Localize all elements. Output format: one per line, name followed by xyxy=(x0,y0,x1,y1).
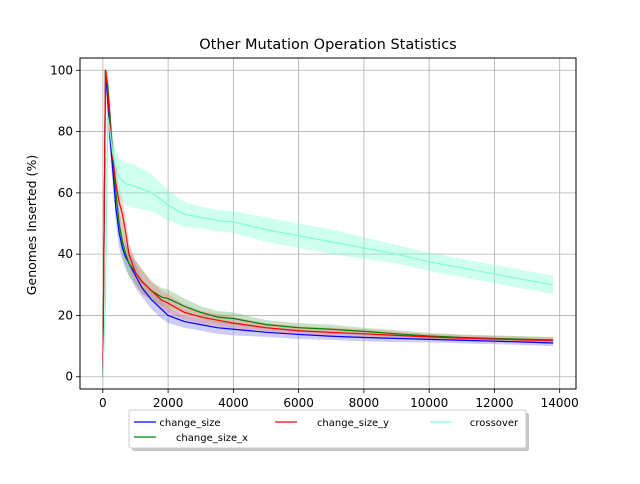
legend-label-change_size: change_size xyxy=(159,418,220,429)
band-layer xyxy=(102,70,554,377)
line-layer xyxy=(102,69,554,377)
x-tick-label: 0 xyxy=(99,396,107,410)
series-line-crossover xyxy=(102,115,554,377)
plot-frame xyxy=(79,57,577,390)
legend-frame xyxy=(128,409,527,449)
grid-layer xyxy=(80,58,576,389)
y-tick-label: 20 xyxy=(58,308,73,322)
series-band-crossover xyxy=(102,97,554,377)
y-tick-label: 100 xyxy=(50,63,73,77)
y-tick-label: 0 xyxy=(65,370,73,384)
legend-items: change_size change_size_x change_size_y cro… xyxy=(134,418,519,444)
x-tick-label: 12000 xyxy=(475,396,513,410)
y-tick-label: 80 xyxy=(58,125,73,139)
y-tick-label: 40 xyxy=(58,247,73,261)
y-tick-label: 60 xyxy=(58,186,73,200)
series-line-change_size_x xyxy=(102,69,554,377)
tick-layer: 0 2000 4000 6000 8000 10000 12000 14000 0 20 40 60 8… xyxy=(50,63,579,410)
series-line-change_size xyxy=(102,69,554,377)
x-tick-label: 14000 xyxy=(541,396,579,410)
y-axis-label: Genomes Inserted (%) xyxy=(24,155,39,295)
series-band-change_size_y xyxy=(102,70,554,377)
legend-label-change_size_y: change_size_y xyxy=(317,418,389,429)
legend-label-crossover: crossover xyxy=(470,418,519,429)
x-tick-label: 10000 xyxy=(410,396,448,410)
series-line-change_size_y xyxy=(102,69,554,377)
x-tick-label: 4000 xyxy=(218,396,249,410)
x-tick-label: 8000 xyxy=(349,396,380,410)
legend: change_size change_size_x change_size_y cro… xyxy=(128,409,529,451)
chart-title: Other Mutation Operation Statistics xyxy=(199,37,457,53)
x-tick-label: 2000 xyxy=(153,396,184,410)
legend-label-change_size_x: change_size_x xyxy=(176,433,248,444)
x-tick-label: 6000 xyxy=(283,396,314,410)
